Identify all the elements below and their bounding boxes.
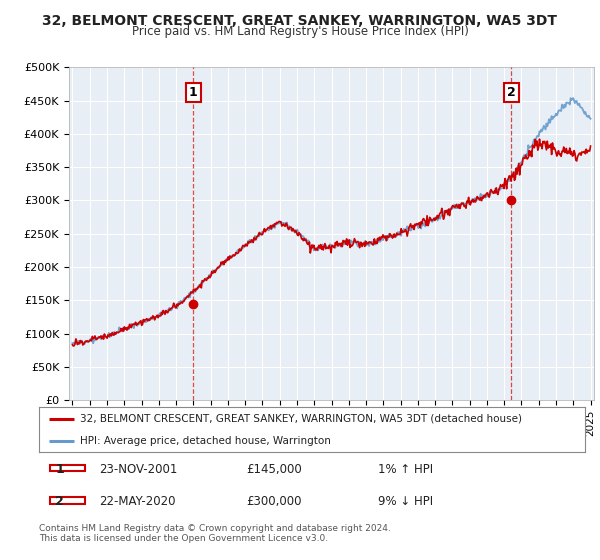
Text: £300,000: £300,000 — [247, 496, 302, 508]
Text: Contains HM Land Registry data © Crown copyright and database right 2024.
This d: Contains HM Land Registry data © Crown c… — [39, 524, 391, 543]
Text: 22-MAY-2020: 22-MAY-2020 — [99, 496, 176, 508]
Text: 1: 1 — [55, 463, 64, 476]
Text: 23-NOV-2001: 23-NOV-2001 — [99, 463, 178, 476]
Text: 32, BELMONT CRESCENT, GREAT SANKEY, WARRINGTON, WA5 3DT (detached house): 32, BELMONT CRESCENT, GREAT SANKEY, WARR… — [80, 414, 522, 424]
FancyBboxPatch shape — [50, 465, 85, 472]
Text: £145,000: £145,000 — [247, 463, 302, 476]
Text: 2: 2 — [55, 496, 64, 508]
Text: Price paid vs. HM Land Registry's House Price Index (HPI): Price paid vs. HM Land Registry's House … — [131, 25, 469, 38]
Text: 9% ↓ HPI: 9% ↓ HPI — [377, 496, 433, 508]
Text: HPI: Average price, detached house, Warrington: HPI: Average price, detached house, Warr… — [80, 436, 331, 446]
Text: 32, BELMONT CRESCENT, GREAT SANKEY, WARRINGTON, WA5 3DT: 32, BELMONT CRESCENT, GREAT SANKEY, WARR… — [43, 14, 557, 28]
Text: 1% ↑ HPI: 1% ↑ HPI — [377, 463, 433, 476]
Text: 2: 2 — [507, 86, 515, 99]
FancyBboxPatch shape — [50, 497, 85, 503]
Text: 1: 1 — [189, 86, 198, 99]
